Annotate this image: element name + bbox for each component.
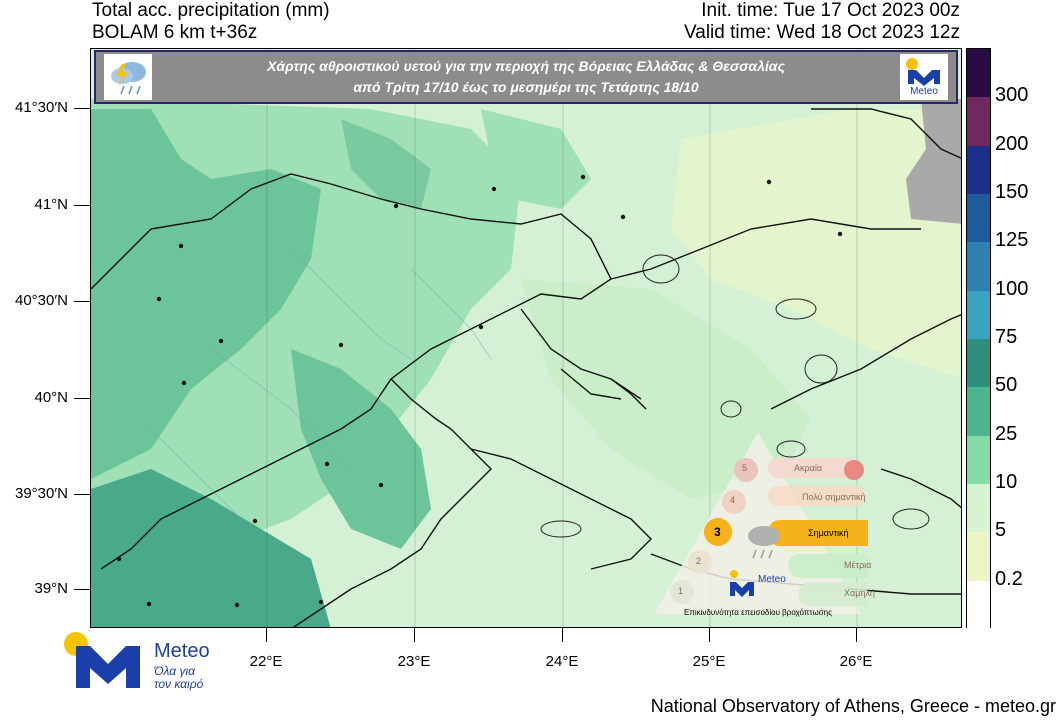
colorbar <box>966 48 991 630</box>
level-2-label: Μέτρια <box>844 560 872 570</box>
level-1-number: 1 <box>678 586 684 596</box>
banner-line-1: Χάρτης αθροιστικού υετού για την περιοχή… <box>267 58 785 74</box>
chart-title: Total acc. precipitation (mm) <box>92 0 330 21</box>
meteo-m-icon <box>76 646 140 688</box>
logo-tagline-2: τον καιρό <box>154 677 204 691</box>
no-data-region <box>906 99 961 224</box>
precip-zone-10 <box>521 279 811 499</box>
lon-tick <box>856 628 857 642</box>
level-1-label: Χαμηλή <box>844 588 875 598</box>
colorbar-segment <box>967 290 990 340</box>
level-4-label: Πολύ σημαντική <box>802 492 866 502</box>
logo-tagline-1: Όλα για <box>154 664 195 678</box>
precip-zone-25-b <box>481 109 591 209</box>
colorbar-segment <box>967 484 990 533</box>
lon-label-22: 22°E <box>249 653 283 670</box>
lat-label-40: 40°N <box>34 389 68 406</box>
logo-tagline: Όλα για τον καιρό <box>154 665 203 691</box>
colorbar-segment <box>967 387 990 437</box>
lon-tick <box>562 628 563 642</box>
colorbar-label: 0.2 <box>995 567 1023 590</box>
banner-line-2: από Τρίτη 17/10 έως το μεσημέρι της Τετά… <box>353 79 699 95</box>
colorbar-segment <box>967 532 990 582</box>
level-3-number: 3 <box>714 525 721 539</box>
lon-tick <box>709 628 710 642</box>
colorbar-label: 50 <box>995 374 1018 397</box>
colorbar-label: 125 <box>995 229 1029 252</box>
level-5-number: 5 <box>742 463 748 473</box>
logo-name: Meteo <box>154 640 210 662</box>
level-4-number: 4 <box>730 495 736 505</box>
colorbar-label: 150 <box>995 181 1029 203</box>
lon-tick <box>414 628 415 642</box>
colorbar-segment <box>967 194 990 243</box>
meteo-logo-small: Meteo <box>900 54 948 100</box>
model-label: BOLAM 6 km t+36z <box>92 22 258 43</box>
lat-label-40-30: 40°30′N <box>14 292 68 309</box>
city-dots <box>116 174 843 608</box>
lon-tick <box>266 628 267 642</box>
precipitation-map <box>90 48 962 628</box>
lat-tick <box>74 205 90 206</box>
warning-level-legend: 5 Ακραία 4 Πολύ σημαντική 3 Σημαντική 2 … <box>648 430 938 622</box>
colorbar-segment <box>967 339 990 388</box>
colorbar-segment <box>967 242 990 292</box>
graticule <box>266 49 858 627</box>
borders <box>91 108 961 627</box>
footer-credit: National Observatory of Athens, Greece -… <box>650 696 1056 716</box>
lon-label-25: 25°E <box>692 653 726 670</box>
precip-zone-50 <box>91 109 321 479</box>
level-2-number: 2 <box>696 556 702 566</box>
precip-zone-5 <box>671 109 961 379</box>
map-svg <box>91 49 961 627</box>
legend-brand: Meteo <box>758 574 786 585</box>
init-time: Init. time: Tue 17 Oct 2023 00z <box>701 0 960 21</box>
colorbar-segment <box>967 49 990 98</box>
colorbar-label: 75 <box>995 326 1018 348</box>
colorbar-label: 100 <box>995 277 1029 300</box>
lat-label-41: 41°N <box>34 196 68 213</box>
lat-label-41-30: 41°30′N <box>14 99 68 116</box>
title-banner: Χάρτης αθροιστικού υετού για την περιοχή… <box>94 50 958 104</box>
lon-label-26: 26°E <box>839 653 873 670</box>
colorbar-label: 5 <box>995 519 1007 542</box>
colorbar-segment <box>967 580 990 630</box>
colorbar-segment <box>967 145 990 195</box>
lat-tick <box>74 301 90 302</box>
colorbar-label: 200 <box>995 132 1029 155</box>
islands <box>540 254 930 538</box>
colorbar-segment <box>967 435 990 485</box>
colorbar-segment <box>967 97 990 147</box>
lon-label-24: 24°E <box>545 653 579 670</box>
lat-label-39: 39°N <box>34 580 68 597</box>
lon-label-23: 23°E <box>397 653 431 670</box>
lat-tick <box>74 589 90 590</box>
level-3-label: Σημαντική <box>808 528 849 538</box>
valid-time: Valid time: Wed 18 Oct 2023 12z <box>683 22 960 43</box>
colorbar-label: 300 <box>995 84 1029 107</box>
level-5-label: Ακραία <box>794 463 823 473</box>
lat-tick <box>74 108 90 109</box>
colorbar-label: 25 <box>995 422 1018 445</box>
colorbar-label: 10 <box>995 471 1018 493</box>
meteo-logo: Meteo Όλα για τον καιρό <box>62 630 232 691</box>
precip-zone-50-c <box>341 119 431 209</box>
rivers <box>150 248 492 520</box>
storm-icon <box>104 54 152 100</box>
precip-zone-75 <box>91 469 331 627</box>
lat-tick <box>74 398 90 399</box>
logo-text: Meteo <box>910 86 938 97</box>
precip-zone-50-b <box>291 349 431 549</box>
legend-caption: Επικινδυνότητα επεισοδίου βροχόπτωσης <box>684 608 832 617</box>
lat-tick <box>74 494 90 495</box>
lat-label-39-30: 39°30′N <box>14 485 68 502</box>
